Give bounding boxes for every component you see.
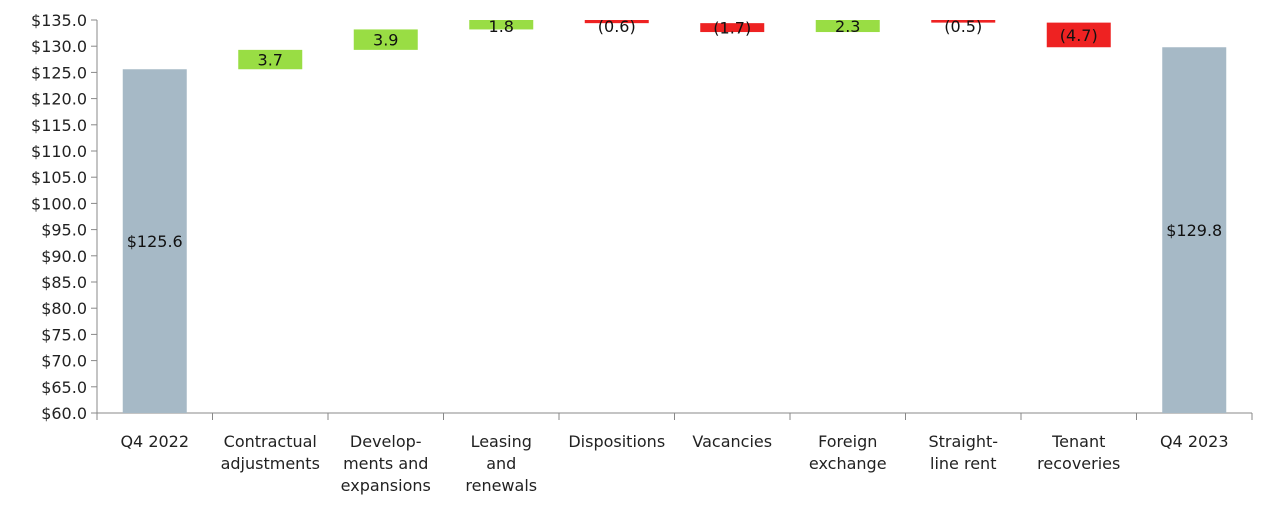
data-labels: $125.6 3.7 3.9 1.8 (0.6) (1.7) 2.3 (0.5) (4.7) $1… <box>127 17 1222 251</box>
x-tick-label: adjustments <box>221 454 320 473</box>
y-tick-label: $90.0 <box>41 247 87 266</box>
y-axis: $60.0 $65.0 $70.0 $75.0 $80.0 $85.0 $90.0 $95.0… <box>31 11 98 423</box>
data-label: 3.7 <box>258 51 283 70</box>
y-tick-label: $115.0 <box>31 116 87 135</box>
x-tick-label: recoveries <box>1037 454 1120 473</box>
x-tick-label: expansions <box>341 476 431 495</box>
y-tick-label: $135.0 <box>31 11 87 30</box>
x-tick-label: Foreign <box>818 432 877 451</box>
y-tick-label: $65.0 <box>41 378 87 397</box>
decrease-bar <box>1046 22 1111 48</box>
x-tick-label: Tenant <box>1051 432 1105 451</box>
x-tick-label: Develop- <box>350 432 422 451</box>
y-tick-label: $60.0 <box>41 404 87 423</box>
data-label: (4.7) <box>1060 26 1098 45</box>
data-label: 2.3 <box>835 17 860 36</box>
y-tick-label: $80.0 <box>41 299 87 318</box>
x-tick-label: Q4 2022 <box>120 432 189 451</box>
y-tick-label: $85.0 <box>41 273 87 292</box>
y-tick-label: $125.0 <box>31 63 87 82</box>
x-tick-label: Dispositions <box>568 432 665 451</box>
x-tick-label: Straight- <box>928 432 998 451</box>
increase-bar <box>238 49 303 70</box>
y-tick-label: $95.0 <box>41 221 87 240</box>
total-bar <box>1162 47 1227 414</box>
increase-bar <box>469 20 534 30</box>
x-tick-label: line rent <box>930 454 996 473</box>
y-tick-label: $105.0 <box>31 168 87 187</box>
decrease-bar <box>931 20 996 23</box>
increase-bar <box>353 29 418 50</box>
data-label: $129.8 <box>1166 221 1222 240</box>
bars <box>122 20 1227 414</box>
y-tick-label: $110.0 <box>31 142 87 161</box>
x-tick-label: Contractual <box>224 432 317 451</box>
y-tick-label: $70.0 <box>41 352 87 371</box>
y-tick-label: $120.0 <box>31 90 87 109</box>
x-tick-label: exchange <box>809 454 887 473</box>
x-axis: Q4 2022 Contractual adjustments Develop-men… <box>96 412 1253 495</box>
x-tick-label: Leasing <box>471 432 532 451</box>
total-bar <box>122 69 187 414</box>
x-tick-label: Q4 2023 <box>1160 432 1229 451</box>
increase-bar <box>815 20 880 33</box>
x-tick-label: renewals <box>465 476 537 495</box>
decrease-bar <box>584 20 649 24</box>
data-label: (0.6) <box>598 17 636 36</box>
y-tick-label: $130.0 <box>31 37 87 56</box>
data-label: (0.5) <box>944 17 982 36</box>
data-label: (1.7) <box>713 19 751 38</box>
data-label: 3.9 <box>373 31 398 50</box>
data-label: $125.6 <box>127 232 183 251</box>
x-tick-label: Vacancies <box>692 432 772 451</box>
y-tick-label: $100.0 <box>31 194 87 213</box>
decrease-bar <box>700 23 765 33</box>
y-tick-label: $75.0 <box>41 325 87 344</box>
x-tick-label: and <box>486 454 516 473</box>
data-label: 1.8 <box>489 17 514 36</box>
x-tick-label: ments and <box>343 454 428 473</box>
